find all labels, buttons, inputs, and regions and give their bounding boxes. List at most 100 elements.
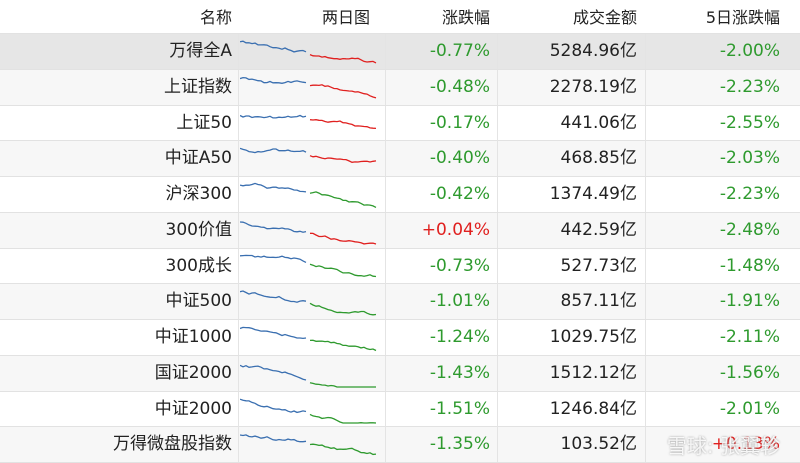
sparkline-prev [240,254,307,263]
divider [238,34,239,69]
sparkline [240,147,377,164]
volume: 2278.19亿 [549,76,637,97]
name: 国证2000 [154,362,232,383]
divider [645,320,646,355]
divider [645,284,646,320]
name: 上证指数 [164,76,232,97]
divider [385,248,386,284]
divider [385,105,386,141]
row: 300价值 +0.04% 442.59亿 -2.48% [0,212,800,249]
volume: 1246.84亿 [549,398,637,419]
change-5d: -1.91% [719,291,780,312]
sparkline-prev [240,364,307,381]
sparkline [240,254,377,277]
sparkline-today [309,339,377,352]
change-5d: -2.48% [719,219,780,240]
volume: 527.73亿 [560,255,637,276]
change: -1.24% [429,327,490,347]
divider [497,427,498,463]
change: -0.40% [429,148,490,169]
divider [645,105,646,141]
divider [238,177,239,212]
row: 上证指数 -0.48% 2278.19亿 -2.23% [0,69,800,106]
divider [645,177,646,212]
change-5d: -2.01% [719,398,780,419]
change: -0.73% [429,255,490,276]
name: 万得全A [169,41,232,61]
divider [497,248,498,284]
sparkline [240,364,376,388]
sparkline-today [309,443,377,456]
divider [645,248,646,284]
sparkline-prev [240,434,307,443]
sparkline-prev [240,40,307,53]
divider [497,69,498,105]
change-5d: -2.23% [719,76,780,97]
sparkline-prev [240,114,307,119]
row: 300成长 -0.73% 527.73亿 -1.48% [0,248,800,285]
row: 中证A50 -0.40% 468.85亿 -2.03% [0,141,800,177]
divider [497,141,498,177]
name: 中证500 [165,291,232,312]
sparkline-prev [240,290,307,304]
sparkline [240,182,377,208]
divider [645,427,646,463]
divider [497,355,498,391]
sparkline-today [309,381,376,388]
sparkline [240,221,377,245]
divider [385,34,386,69]
row: 万得全A -0.77% 5284.96亿 -2.00% [0,34,800,70]
sparkline-today [309,413,377,424]
change: -1.35% [429,434,490,455]
divider [385,391,386,427]
change-5d: -2.00% [719,41,780,61]
divider [497,34,498,69]
name: 万得微盘股指数 [113,434,232,455]
row: 万得微盘股指数 -1.35% 103.52亿 +0.13% [0,427,800,463]
divider [497,391,498,427]
sparkline-prev [240,221,307,233]
change-5d: -2.11% [719,327,780,347]
divider [497,177,498,212]
change: -0.42% [429,184,490,204]
divider [385,212,386,248]
divider [645,69,646,105]
sparkline-prev [240,147,307,154]
divider [238,355,239,391]
divider [238,320,239,355]
name: 上证50 [176,112,232,133]
sparkline [240,114,377,129]
divider [385,69,386,105]
volume: 441.06亿 [560,112,637,133]
divider [238,105,239,141]
volume: 468.85亿 [560,148,637,169]
divider [645,141,646,177]
divider [385,141,386,177]
divider [497,284,498,320]
divider [645,212,646,248]
row: 沪深300 -0.42% 1374.49亿 -2.23% [0,177,800,213]
change-5d: -2.23% [719,184,780,204]
change: +0.04% [421,219,490,240]
change: -0.48% [429,76,490,97]
header: 5日涨跌幅 [705,8,780,27]
volume: 1029.75亿 [549,327,637,347]
divider [238,427,239,463]
sparkline-today [309,53,377,64]
change: -0.77% [429,41,490,61]
change-5d: -1.56% [719,362,780,383]
name: 中证2000 [154,398,232,419]
volume: 1374.49亿 [549,184,637,204]
divider [497,105,498,141]
sparkline-today [309,263,377,277]
change: -1.51% [429,398,490,419]
divider [385,284,386,320]
row: 中证1000 -1.24% 1029.75亿 -2.11% [0,320,800,356]
sparkline-prev [240,326,307,340]
sparkline [240,76,377,99]
row: 上证50 -0.17% 441.06亿 -2.55% [0,105,800,142]
volume: 442.59亿 [560,219,637,240]
divider [645,391,646,427]
header: 涨跌幅 [441,8,490,27]
